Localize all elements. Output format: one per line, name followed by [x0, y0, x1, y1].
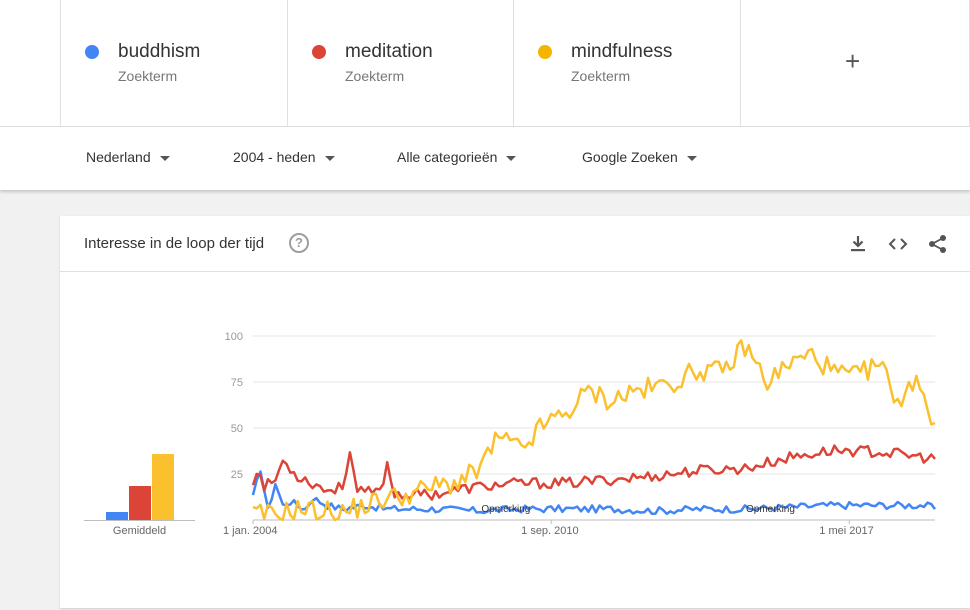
- interest-over-time-card: Interesse in de loop der tijd ? Gemiddel…: [60, 216, 970, 608]
- search-term-3[interactable]: mindfulness Zoekterm: [513, 0, 740, 127]
- average-bar-buddhism: [106, 511, 128, 520]
- y-tick-label: 25: [231, 469, 243, 481]
- filter-bar: Nederland 2004 - heden Alle categorieën …: [0, 127, 970, 190]
- y-tick-label: 50: [231, 423, 243, 435]
- help-icon[interactable]: ?: [289, 233, 309, 253]
- series-line-mindfulness: [252, 339, 936, 522]
- property-filter[interactable]: Google Zoeken: [582, 149, 697, 165]
- x-tick-label: 1 jan. 2004: [223, 525, 277, 537]
- property-filter-label: Google Zoeken: [582, 149, 678, 165]
- term-color-dot: [538, 45, 552, 59]
- average-bar-meditation: [129, 486, 151, 520]
- annotation-label[interactable]: Opmerking: [746, 504, 795, 515]
- period-filter-label: 2004 - heden: [233, 149, 316, 165]
- caret-down-icon: [159, 155, 170, 161]
- series-line-meditation: [251, 444, 936, 501]
- category-filter[interactable]: Alle categorieën: [397, 149, 517, 165]
- term-name: buddhism: [118, 41, 201, 62]
- share-icon[interactable]: [927, 233, 949, 255]
- region-filter-label: Nederland: [86, 149, 151, 165]
- region-filter[interactable]: Nederland: [86, 149, 170, 165]
- term-color-dot: [312, 45, 326, 59]
- term-name: mindfulness: [571, 41, 673, 62]
- search-terms-bar: buddhism Zoekterm meditation Zoekterm mi…: [0, 0, 970, 127]
- y-tick-label: 75: [231, 377, 243, 389]
- x-tick-label: 1 sep. 2010: [521, 525, 579, 537]
- download-icon[interactable]: [847, 233, 869, 255]
- category-filter-label: Alle categorieën: [397, 149, 498, 165]
- term-type: Zoekterm: [118, 68, 178, 84]
- annotation-label[interactable]: Opmerking: [481, 504, 530, 515]
- term-type: Zoekterm: [345, 68, 405, 84]
- caret-down-icon: [686, 155, 697, 161]
- series-line-buddhism: [251, 470, 937, 516]
- add-term-button[interactable]: +: [740, 0, 970, 127]
- search-term-2[interactable]: meditation Zoekterm: [287, 0, 514, 127]
- caret-down-icon: [506, 155, 517, 161]
- search-term-1[interactable]: buddhism Zoekterm: [60, 0, 288, 127]
- term-color-dot: [85, 45, 99, 59]
- interest-line-chart: 25 50 75 100 1 jan. 2004 1 sep. 2010 1 mei 201…: [223, 331, 937, 537]
- x-tick-label: 1 mei 2017: [819, 525, 873, 537]
- card-header: Interesse in de loop der tijd ?: [60, 216, 970, 272]
- average-label: Gemiddeld: [112, 525, 167, 537]
- y-tick-label: 100: [225, 331, 243, 343]
- term-type: Zoekterm: [571, 68, 631, 84]
- period-filter[interactable]: 2004 - heden: [233, 149, 335, 165]
- plus-icon: +: [845, 46, 861, 76]
- average-axis: [84, 520, 195, 521]
- card-title: Interesse in de loop der tijd: [84, 235, 265, 252]
- average-bar-mindfulness: [152, 454, 174, 520]
- term-name: meditation: [345, 41, 433, 62]
- caret-down-icon: [324, 155, 335, 161]
- embed-icon[interactable]: [887, 233, 909, 255]
